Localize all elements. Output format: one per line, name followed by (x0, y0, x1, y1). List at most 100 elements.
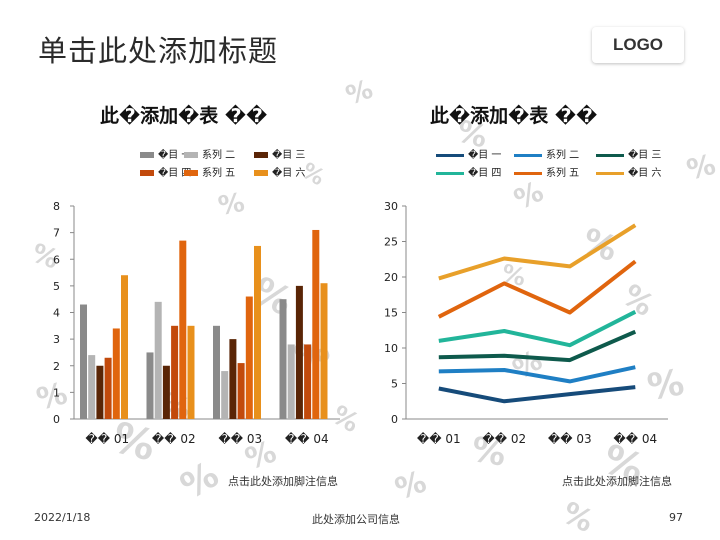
legend-label: �目 四 (158, 168, 192, 179)
bar (229, 339, 237, 419)
y-tick-label: 30 (384, 200, 398, 213)
x-tick-label: �� 04 (613, 432, 657, 446)
legend-item: �目 一 (140, 146, 191, 161)
legend-label: �目 六 (272, 168, 306, 179)
bar (304, 344, 312, 419)
legend-swatch (184, 152, 198, 158)
legend-item: 系列 二 (184, 146, 235, 161)
legend-label: �目 六 (628, 168, 662, 179)
legend-swatch (140, 170, 154, 176)
legend-swatch (254, 170, 268, 176)
bar (320, 283, 328, 419)
bar (287, 344, 295, 419)
y-tick-label: 1 (53, 386, 60, 399)
legend-label: 系列 二 (202, 150, 236, 161)
x-tick-label: �� 01 (417, 432, 461, 446)
y-tick-label: 8 (53, 200, 60, 213)
legend-label: 系列 五 (546, 168, 580, 179)
bg-percent-glyph: % (216, 188, 247, 222)
left-chart-footnote: 点击此处添加脚注信息 (228, 475, 338, 488)
bar (254, 245, 261, 419)
bar (104, 357, 112, 419)
legend-swatch (596, 153, 624, 157)
legend-label: �目 一 (468, 150, 502, 161)
bar (112, 328, 120, 419)
footer-date: 2022/1/18 (34, 511, 91, 524)
bar (221, 371, 229, 419)
bar (162, 365, 170, 419)
legend-item: 系列 五 (184, 164, 235, 179)
legend-item: 系列 二 (514, 146, 579, 161)
y-tick-label: 6 (53, 253, 60, 266)
x-tick-label: �� 02 (482, 432, 526, 446)
legend-swatch (254, 152, 268, 158)
legend-label: �目 一 (158, 150, 192, 161)
legend-swatch (184, 170, 198, 176)
y-tick-label: 0 (53, 413, 60, 426)
y-tick-label: 10 (384, 342, 398, 355)
left-chart-legend: �目 一 系列 二 �目 三 �目 四 系列 五 �目 六 (140, 146, 310, 182)
series-line (438, 385, 636, 404)
y-tick-label: 25 (384, 236, 398, 249)
bar (245, 296, 253, 419)
legend-item: �目 三 (254, 146, 305, 161)
legend-swatch (514, 171, 542, 175)
bar (146, 352, 154, 419)
legend-label: �目 四 (468, 168, 502, 179)
x-tick-label: �� 03 (218, 432, 262, 446)
y-tick-label: 20 (384, 271, 398, 284)
bar (171, 325, 179, 419)
bar (213, 325, 220, 419)
bar (154, 301, 162, 419)
right-chart-footnote: 点击此处添加脚注信息 (562, 475, 672, 488)
series-line (438, 310, 637, 348)
legend-item: 系列 五 (514, 164, 579, 179)
legend-item: �目 六 (596, 164, 661, 179)
right-chart-legend: �目 一 系列 二 �目 三 �目 四 系列 五 �目 六 (436, 146, 676, 182)
legend-item: �目 一 (436, 146, 501, 161)
bar (187, 325, 195, 419)
legend-item: �目 六 (254, 164, 305, 179)
legend-label: �目 三 (272, 150, 306, 161)
x-tick-label: �� 04 (285, 432, 329, 446)
page-number: 97 (669, 511, 683, 524)
x-tick-label: �� 03 (548, 432, 592, 446)
series-line (438, 365, 636, 384)
legend-swatch (140, 152, 154, 158)
y-tick-label: 7 (53, 227, 60, 240)
bar (279, 299, 287, 419)
bar (312, 229, 320, 419)
y-tick-label: 0 (391, 413, 398, 426)
series-line (437, 259, 637, 319)
bar (96, 365, 104, 419)
right-chart-title: 此�添加�表 �� (430, 105, 598, 127)
bar (80, 304, 87, 419)
legend-swatch (436, 153, 464, 157)
legend-swatch (514, 153, 542, 157)
legend-item: �目 四 (140, 164, 191, 179)
y-tick-label: 2 (53, 360, 60, 373)
left-chart-title: 此�添加�表 �� (100, 105, 268, 127)
legend-item: �目 四 (436, 164, 501, 179)
x-tick-label: �� 02 (152, 432, 196, 446)
bar (179, 240, 187, 419)
bg-percent-glyph: % (468, 429, 509, 474)
logo: LOGO (592, 27, 684, 63)
y-tick-label: 4 (53, 307, 60, 320)
bar (295, 285, 303, 419)
bar (237, 363, 245, 419)
y-tick-label: 5 (53, 280, 60, 293)
x-tick-label: �� 01 (85, 432, 129, 446)
legend-swatch (596, 171, 624, 175)
legend-item: �目 三 (596, 146, 661, 161)
footer-company: 此处添加公司信息 (312, 513, 400, 526)
y-tick-label: 5 (391, 378, 398, 391)
slide-title: 单击此处添加标题 (38, 34, 279, 68)
series-line (438, 329, 637, 363)
bg-percent-glyph: % (644, 362, 687, 409)
legend-label: �目 三 (628, 150, 662, 161)
bar (121, 275, 128, 419)
